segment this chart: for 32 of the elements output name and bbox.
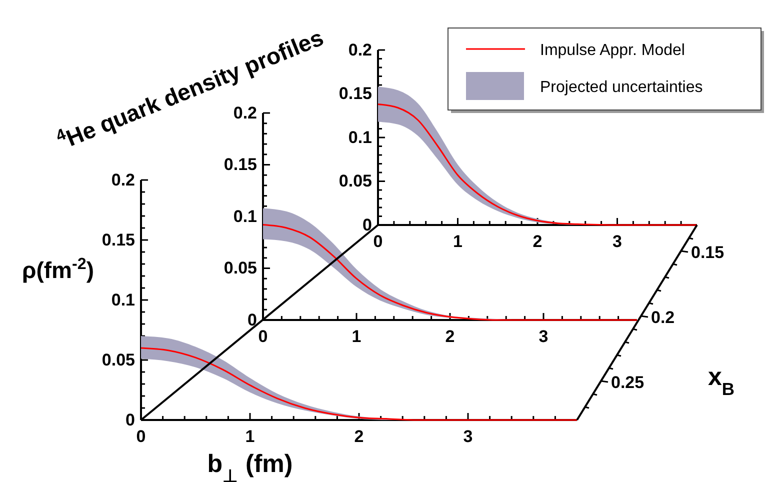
x-tick-label: 2	[532, 232, 542, 252]
text: x$_{B}$	[708, 363, 735, 399]
y-tick-label: 0.1	[233, 206, 257, 226]
x-tick-label: 2	[354, 427, 364, 446]
y-tick-label: 0.15	[102, 230, 135, 250]
y-tick-label: 0	[362, 215, 372, 234]
y-tick-label: 0.2	[111, 170, 135, 190]
y-tick-label: 0	[126, 410, 135, 430]
y-tick-label: 0.1	[111, 290, 135, 310]
x-tick-label: 3	[538, 327, 548, 346]
y-tick-label: 0.15	[224, 155, 257, 174]
y-tick-label: 0.2	[348, 40, 372, 60]
x-tick-label: 1	[245, 427, 255, 446]
y-tick-label: 0.05	[102, 350, 135, 370]
y-tick-label: 0.15	[338, 84, 372, 104]
legend-label: Impulse Appr. Model	[540, 42, 685, 59]
x-tick-label: 3	[612, 232, 622, 252]
x-tick-label: 1	[453, 232, 462, 252]
x-tick-label: 3	[463, 427, 473, 446]
x-tick-label: 2	[445, 327, 455, 346]
y-tick-label: 0.05	[338, 172, 372, 191]
y-tick-label: 0.2	[233, 103, 257, 122]
text: 0.15	[691, 243, 724, 262]
x-axis-title: b$_{⊥}$ (fm)	[207, 450, 293, 482]
text: 0.25	[611, 373, 644, 392]
y-tick-label: 0.05	[224, 258, 257, 278]
y-tick-label: 0	[248, 310, 257, 330]
x-tick-label: 1	[352, 327, 362, 346]
annotation: Projected uncertainties	[540, 79, 703, 96]
y-tick-label: 0.1	[348, 128, 372, 147]
y-axis-title: ρ(fm$^{-2}$)	[22, 255, 94, 283]
text: 0.2	[651, 308, 675, 327]
